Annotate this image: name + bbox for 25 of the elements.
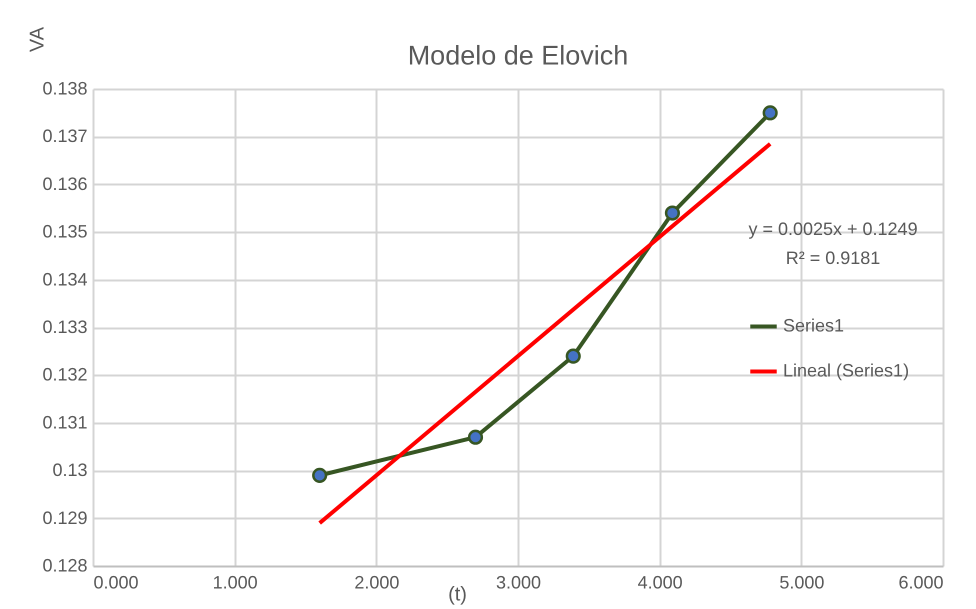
x-axis-title: (t) — [448, 584, 467, 606]
y-tick-label: 0.136 — [42, 174, 88, 194]
y-tick-label: 0.129 — [42, 508, 88, 528]
y-tick-label: 0.128 — [42, 556, 88, 576]
legend-label: Series1 — [783, 316, 844, 336]
x-tick-label: 5.000 — [779, 572, 824, 592]
x-tick-label: 3.000 — [496, 572, 542, 592]
y-tick-label: 0.13 — [52, 460, 88, 480]
chart-title: Modelo de Elovich — [408, 40, 628, 70]
x-tick-label: 2.000 — [354, 572, 400, 592]
annotation: R² = 0.9181 — [786, 248, 880, 268]
y-tick-label: 0.137 — [42, 126, 88, 146]
x-tick-label: 1.000 — [212, 572, 258, 592]
legend-label: Lineal (Series1) — [783, 360, 910, 380]
y-tick-label: 0.134 — [42, 269, 88, 290]
y-tick-label: 0.131 — [42, 412, 88, 432]
x-tick-label: 4.000 — [638, 572, 683, 592]
y-tick-label: 0.135 — [42, 222, 88, 242]
y-axis-title: VA — [26, 26, 48, 52]
annotation: y = 0.0025x + 0.1249 — [748, 219, 918, 239]
y-tick-label: 0.138 — [42, 78, 88, 98]
x-tick-label: 6.000 — [898, 572, 944, 592]
y-tick-label: 0.133 — [42, 317, 88, 337]
x-tick-label: 0.000 — [94, 572, 139, 592]
y-tick-label: 0.132 — [42, 364, 88, 385]
